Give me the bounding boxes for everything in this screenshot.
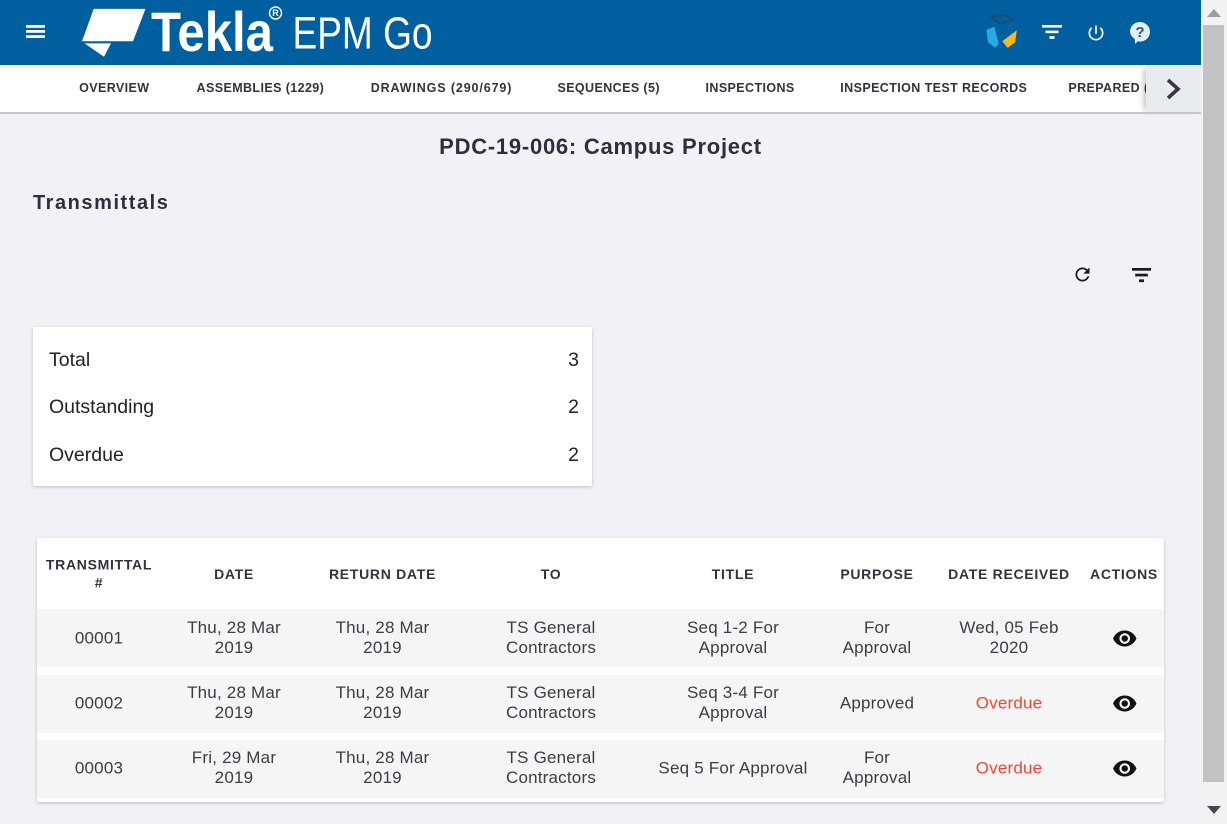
svg-text:?: ? [1135,24,1144,41]
svg-text:R: R [272,8,279,18]
svg-text:EPM Go: EPM Go [293,7,433,58]
svg-text:Tekla: Tekla [151,0,274,63]
